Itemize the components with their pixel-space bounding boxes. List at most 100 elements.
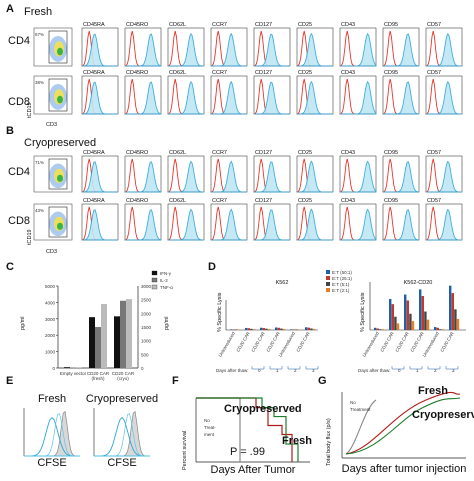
k562-bar	[235, 329, 238, 330]
stain-curve	[383, 81, 420, 115]
category-label: Untransduced	[278, 331, 297, 358]
category-label: CD20 CAR	[295, 330, 311, 352]
marker-label: CD45RO	[126, 22, 149, 28]
marker-label: CCR7	[212, 22, 227, 28]
lysis-bar	[411, 321, 415, 330]
stain-curve	[297, 80, 333, 115]
lysis-bar	[424, 311, 427, 330]
marker-label: CD45RO	[126, 198, 149, 204]
marker-label: CD45RA	[83, 198, 105, 204]
y-axis-title: Total body flux (p/s)	[326, 418, 332, 466]
marker-label: CD127	[255, 70, 272, 76]
stain-curve	[211, 208, 247, 241]
legend-label: E:T (25:1)	[332, 276, 352, 281]
stain-curve	[426, 160, 462, 193]
stain-curve	[211, 32, 247, 67]
category-label: Untransduced	[422, 331, 441, 358]
k562-bar	[262, 328, 265, 330]
lysis-bar	[436, 327, 439, 330]
y-axis-title: % Specific Lysis	[360, 292, 366, 332]
x-axis-label: CD3	[46, 122, 57, 128]
marker-label: CD43	[341, 70, 355, 76]
chart-title: K562	[276, 280, 289, 286]
legend-swatch	[326, 282, 330, 286]
stain-curve	[82, 33, 118, 67]
category-label: CD20 CAR	[235, 330, 251, 352]
bar-2	[101, 304, 107, 368]
panel-g-flux: Total body flux (p/s) Days after tumor in…	[326, 385, 474, 475]
category-label: CD20 CAR	[250, 330, 266, 352]
gate-percent: 43%	[35, 208, 44, 213]
legend-swatch	[151, 270, 158, 276]
day-value: 2	[294, 368, 297, 373]
k562-bar	[247, 328, 250, 330]
category-label: Untransduced	[362, 331, 381, 358]
panel-c-cytokine-chart: 0 1000 2000 3000 4000 5000 0 500 1000 1500 2000 250…	[20, 270, 173, 381]
y2-tick-label: 1000	[141, 339, 152, 344]
marker-label: CD127	[255, 198, 272, 204]
lysis-bar	[434, 327, 437, 330]
lysis-bar	[394, 316, 397, 330]
panel-a-title: Fresh	[24, 6, 52, 18]
k562-bar	[250, 328, 253, 330]
lysis-bar	[376, 328, 379, 330]
stim-curve	[24, 416, 80, 457]
category-label: CD20 CAR	[394, 330, 410, 352]
legend-label: E:T (5:1)	[332, 282, 350, 287]
lysis-bar	[454, 309, 457, 330]
stain-curve	[383, 33, 420, 67]
x-axis-title: CFSE	[107, 457, 136, 469]
fresh-label: Fresh	[418, 385, 448, 397]
no-treatment-curve	[345, 399, 377, 455]
day-value: 3	[452, 368, 455, 373]
stain-curve	[168, 32, 204, 67]
bar-0	[114, 316, 120, 368]
k562-bar	[307, 327, 310, 330]
unstim-curve	[24, 410, 80, 457]
category-label: Empty vector	[60, 371, 87, 376]
legend-label: IL-2	[160, 278, 168, 283]
stain-curve	[125, 161, 162, 193]
lysis-bar	[451, 293, 454, 330]
lysis-bar	[389, 298, 392, 330]
cryo-label: Cryopreserved	[412, 409, 474, 421]
stain-curve	[125, 33, 162, 67]
marker-label: CD43	[341, 150, 355, 156]
cryo-label: Cryopreserved	[224, 403, 302, 415]
cryo-curve	[196, 397, 299, 462]
panel-d-label: D	[208, 261, 216, 273]
y2-tick-label: 1500	[141, 325, 152, 330]
k562-bar	[232, 329, 235, 330]
lysis-bar	[381, 329, 385, 330]
x-axis-title: CFSE	[37, 457, 66, 469]
lysis-bar	[441, 329, 445, 330]
dot-plot-center	[57, 47, 63, 56]
marker-label: CD45RA	[83, 22, 105, 28]
category-label: CD20 CAR	[265, 330, 281, 352]
gate-percent: 67%	[35, 32, 44, 37]
x-axis-title: Days after tumor injection	[342, 463, 467, 475]
x-axis-label: CD3	[46, 249, 57, 255]
panel-a-row-cd8: CD8	[8, 96, 30, 108]
panel-f-survival: Percent survival Days After Tumor Cryopres…	[182, 397, 312, 476]
panel-f-label: F	[172, 375, 179, 387]
marker-label: CD95	[384, 198, 398, 204]
stain-curve	[297, 32, 333, 67]
marker-label: CD43	[341, 198, 355, 204]
stim-curve-2	[94, 413, 150, 457]
y-tick-label: 3000	[45, 317, 56, 322]
k562-bar	[282, 328, 286, 330]
panel-b-title: Cryopreserved	[24, 137, 96, 149]
stim-curve-2	[24, 413, 80, 457]
no-treatment-label: No	[204, 418, 210, 423]
marker-label: CD25	[298, 70, 312, 76]
k562-bar	[275, 327, 278, 330]
day-value: 0	[398, 368, 401, 373]
y-axis-label: tCD19	[27, 102, 33, 118]
marker-label: CD62L	[169, 198, 186, 204]
category-label: CD20 CAR	[87, 371, 110, 376]
marker-label: CD57	[427, 22, 441, 28]
day-bracket	[391, 366, 405, 370]
marker-label: CD57	[427, 198, 441, 204]
stain-curve	[82, 209, 118, 241]
